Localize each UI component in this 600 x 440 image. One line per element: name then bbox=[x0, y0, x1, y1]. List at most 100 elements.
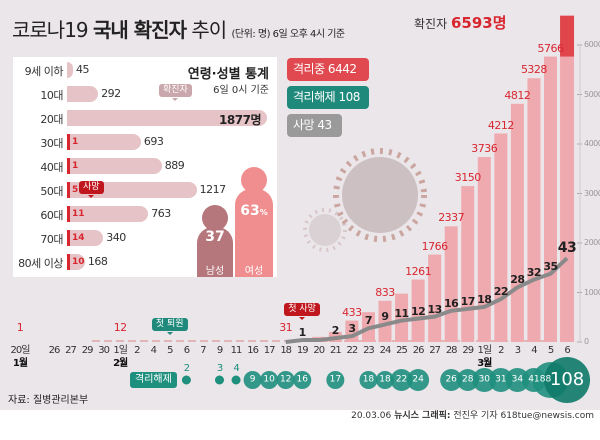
age-label: 80세 이상 bbox=[18, 257, 63, 270]
release-count: 18 bbox=[379, 374, 391, 385]
confirmed-label: 12 bbox=[113, 321, 128, 334]
x-tick-label: 16 bbox=[247, 345, 259, 356]
release-dot bbox=[215, 375, 224, 385]
release-count: 10 bbox=[263, 374, 275, 385]
x-tick-label: 26 bbox=[48, 345, 61, 356]
x-tick-label: 1일 bbox=[477, 345, 493, 356]
x-tick-label: 28 bbox=[445, 345, 458, 356]
bar bbox=[560, 56, 575, 342]
age-bar bbox=[67, 230, 104, 246]
death-label: 1 bbox=[298, 326, 307, 340]
bar bbox=[544, 56, 557, 342]
male-pct: 37 bbox=[205, 229, 225, 245]
annotation-first-death: 첫 사망 bbox=[284, 303, 320, 320]
release-count: 30 bbox=[478, 374, 491, 385]
legend-isolated: 격리중 6442 bbox=[287, 58, 369, 81]
confirmed-label: 1766 bbox=[421, 239, 449, 253]
release-count: 12 bbox=[279, 374, 292, 385]
death-label: 13 bbox=[427, 302, 442, 316]
annotation-first-release: 첫 퇴원 bbox=[151, 318, 188, 335]
release-count: 26 bbox=[445, 374, 457, 385]
release-tag: 격리해제 bbox=[130, 372, 177, 388]
release-circle bbox=[505, 368, 530, 392]
age-value: 1217 bbox=[199, 183, 227, 196]
x-tick-label: 18 bbox=[280, 345, 292, 356]
total-confirmed: 확진자 6593명 bbox=[414, 12, 507, 33]
confirmed-label: 5766 bbox=[537, 41, 565, 55]
death-label: 43 bbox=[557, 240, 577, 257]
age-value: 340 bbox=[106, 231, 126, 244]
x-tick-label: 4 bbox=[150, 345, 157, 356]
y-tick-label: 1000 bbox=[584, 287, 600, 297]
death-tag: 사망 bbox=[79, 181, 104, 198]
release-count: 28 bbox=[462, 374, 474, 385]
y-tick-label: 3000 bbox=[584, 188, 600, 198]
release-dot bbox=[181, 375, 191, 385]
credit-agency: 뉴시스 그래픽: bbox=[394, 411, 451, 421]
death-label: 17 bbox=[460, 294, 476, 308]
age-deaths: 10 bbox=[67, 254, 85, 270]
y-tick-label: 0 bbox=[584, 337, 589, 346]
release-circle bbox=[376, 371, 394, 389]
x-tick-label: 30 bbox=[98, 345, 110, 356]
female-figure: 63% 여성 bbox=[235, 167, 273, 277]
month-label: 3월 bbox=[477, 358, 492, 369]
confirmed-chart: 0100020003000400050006000120일26272930121… bbox=[11, 15, 600, 403]
age-bar bbox=[67, 134, 141, 150]
confirmed-label: 3736 bbox=[471, 142, 498, 156]
age-label: 9세 이하 bbox=[24, 65, 64, 78]
release-label: 2 bbox=[183, 363, 190, 374]
release-label: 3 bbox=[216, 363, 223, 374]
title-unit: (단위: 명) 6일 오후 4시 기준 bbox=[231, 29, 346, 40]
x-tick-label: 17 bbox=[263, 345, 276, 356]
x-tick-label: 6 bbox=[564, 345, 570, 356]
release-circle bbox=[260, 371, 279, 389]
bar bbox=[494, 133, 508, 342]
male-figure: 37 남성 bbox=[197, 205, 233, 277]
x-tick-label: 9 bbox=[216, 345, 223, 356]
bar-new-cases bbox=[560, 15, 575, 57]
x-tick-label: 2 bbox=[498, 345, 504, 356]
death-label: 35 bbox=[543, 259, 558, 273]
x-tick-label: 29 bbox=[462, 345, 474, 356]
y-tick-label: 2000 bbox=[584, 238, 600, 247]
x-tick-label: 29 bbox=[81, 345, 94, 356]
x-tick-label: 4 bbox=[531, 345, 537, 356]
chart-svg bbox=[92, 15, 591, 403]
title-part2: 추이 bbox=[185, 18, 227, 42]
age-bar bbox=[67, 62, 73, 78]
confirmed-label: 1 bbox=[16, 321, 24, 334]
x-tick-label: 5 bbox=[167, 345, 173, 356]
x-tick-label: 19 bbox=[296, 345, 309, 356]
bar bbox=[510, 103, 524, 342]
release-count: 22 bbox=[395, 374, 408, 385]
age-bar bbox=[67, 206, 149, 222]
age-label: 10대 bbox=[40, 89, 63, 102]
confirmed-label: 4212 bbox=[487, 118, 515, 132]
death-label: 7 bbox=[364, 314, 373, 328]
x-tick-label: 25 bbox=[396, 345, 408, 356]
female-pct-unit: % bbox=[259, 208, 268, 217]
x-tick-label: 5 bbox=[547, 345, 554, 356]
release-circle bbox=[293, 371, 312, 389]
x-tick-label: 20 bbox=[313, 345, 325, 356]
virus-illustration bbox=[303, 148, 427, 252]
age-bar bbox=[67, 86, 99, 102]
age-label: 50대 bbox=[40, 185, 63, 198]
death-label: 18 bbox=[477, 292, 492, 306]
x-tick-label: 22 bbox=[346, 345, 359, 356]
age-label: 60대 bbox=[40, 209, 63, 222]
age-deaths: 5 bbox=[67, 182, 78, 198]
legend-released: 격리해제 108 bbox=[287, 86, 369, 109]
total-label: 확진자 bbox=[414, 17, 448, 31]
confirmed-label: 433 bbox=[342, 305, 362, 319]
release-circle bbox=[544, 357, 591, 403]
release-dot bbox=[231, 375, 241, 385]
release-circle bbox=[456, 369, 479, 391]
credit: 20.03.06 뉴시스 그래픽: 전진우 기자 618tue@newsis.c… bbox=[351, 408, 594, 421]
death-label: 9 bbox=[381, 310, 389, 324]
x-tick-label: 24 bbox=[379, 345, 392, 356]
age-deaths: 11 bbox=[67, 206, 85, 222]
age-gender-panel: 연령·성별 통계 6일 0시 기준 9세 이하 45 10대 292 20대 1877명 3… bbox=[13, 57, 277, 277]
bar bbox=[378, 300, 392, 342]
